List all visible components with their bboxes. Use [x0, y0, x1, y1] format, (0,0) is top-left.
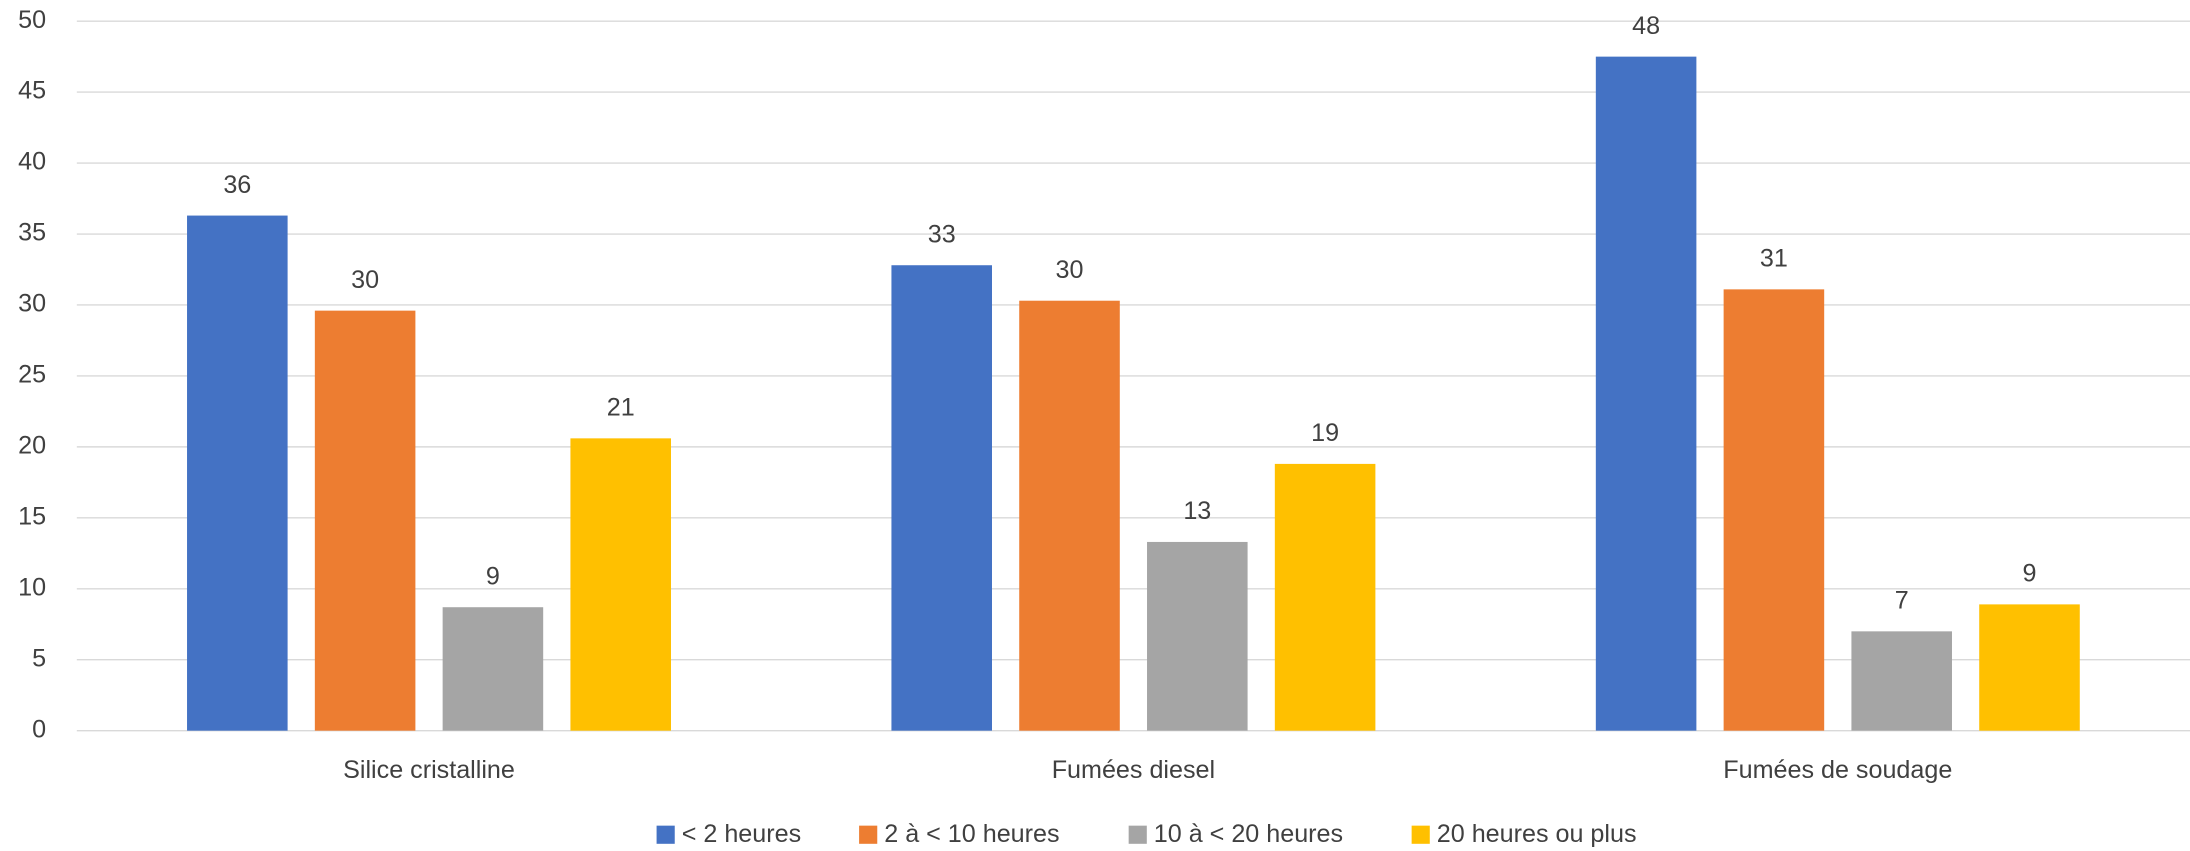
y-tick-label: 20: [18, 432, 46, 460]
bar: [442, 607, 544, 731]
y-tick-label: 40: [18, 148, 46, 176]
y-tick-label: 35: [18, 219, 46, 247]
data-label: 21: [607, 394, 635, 422]
data-label: 33: [928, 221, 956, 249]
legend-swatch: [1411, 825, 1430, 844]
data-label: 9: [486, 563, 500, 591]
data-label: 48: [1632, 12, 1660, 40]
y-tick-label: 25: [18, 361, 46, 389]
data-label: 36: [223, 171, 251, 199]
data-label: 13: [1183, 497, 1211, 525]
bar: [1595, 56, 1697, 731]
bar: [1851, 631, 1952, 731]
bar: [1979, 604, 2080, 731]
bar: [1147, 541, 1248, 731]
y-tick-label: 30: [18, 290, 46, 318]
data-label: 30: [1056, 256, 1084, 284]
data-label: 30: [351, 266, 379, 294]
y-tick-label: 50: [18, 6, 46, 34]
x-tick-label: Fumées de soudage: [1723, 756, 1952, 784]
y-tick-label: 15: [18, 502, 46, 530]
bar: [187, 215, 288, 731]
bar: [570, 438, 671, 731]
y-tick-label: 10: [18, 573, 46, 601]
x-tick-label: Silice cristalline: [343, 756, 515, 784]
bar: [314, 310, 416, 731]
data-label: 9: [2023, 560, 2037, 588]
legend-label: 2 à < 10 heures: [884, 820, 1059, 848]
data-label: 31: [1760, 245, 1788, 273]
bar: [1723, 289, 1825, 731]
bar: [891, 265, 992, 731]
y-tick-label: 0: [32, 715, 46, 743]
y-tick-label: 5: [32, 644, 46, 672]
legend-swatch: [859, 825, 878, 844]
legend-label: 10 à < 20 heures: [1154, 820, 1343, 848]
bar: [1019, 300, 1120, 731]
legend-swatch: [1128, 825, 1147, 844]
data-label: 7: [1895, 587, 1909, 615]
legend-swatch: [656, 825, 675, 844]
y-tick-label: 45: [18, 77, 46, 105]
bar: [1274, 463, 1376, 731]
legend-label: 20 heures ou plus: [1437, 820, 1637, 848]
data-label: 19: [1311, 419, 1339, 447]
x-tick-label: Fumées diesel: [1052, 756, 1215, 784]
legend-label: < 2 heures: [682, 820, 801, 848]
